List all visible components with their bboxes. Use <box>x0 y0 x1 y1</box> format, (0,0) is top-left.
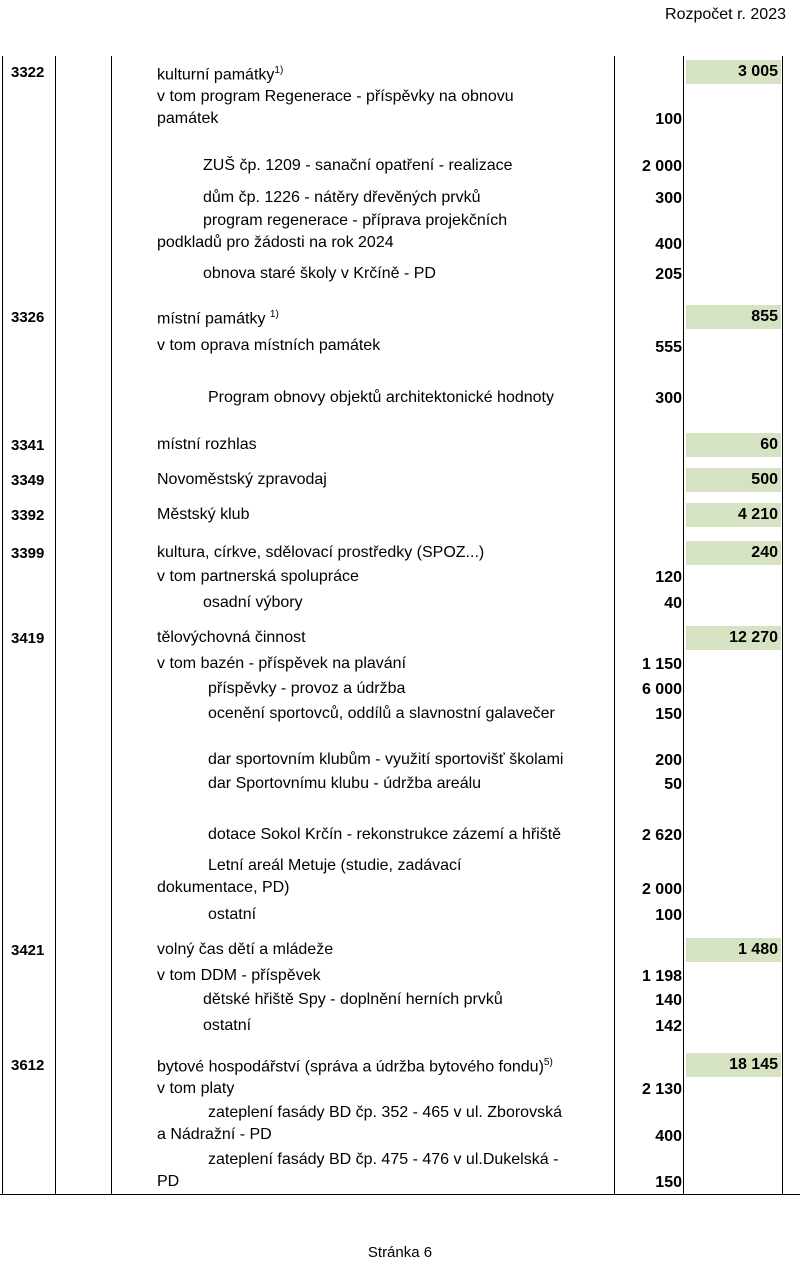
section-code: 3421 <box>11 942 45 959</box>
item-amount: 120 <box>655 569 682 586</box>
section-title: místní rozhlas <box>157 436 257 453</box>
item-amount: 300 <box>655 390 682 407</box>
section-title: Novoměstský zpravodaj <box>157 471 327 488</box>
section-code: 3326 <box>11 309 45 326</box>
item-amount: 400 <box>655 1128 682 1145</box>
item-text: ostatní <box>208 906 257 923</box>
item-text: osadní výbory <box>203 594 303 611</box>
section-title: místní památky 1) <box>157 309 279 328</box>
item-text: dokumentace, PD) <box>157 879 290 896</box>
section-title: bytové hospodářství (správa a údržba byt… <box>157 1057 553 1076</box>
item-amount: 300 <box>655 190 682 207</box>
item-text: podkladů pro žádosti na rok 2024 <box>157 234 394 251</box>
item-text: program regenerace - příprava projekčníc… <box>203 212 508 229</box>
column-rule <box>55 56 56 1195</box>
section-total: 855 <box>686 305 781 329</box>
item-text: zateplení fasády BD čp. 352 - 465 v ul. … <box>208 1104 562 1121</box>
section-code: 3322 <box>11 64 45 81</box>
section-title: volný čas dětí a mládeže <box>157 941 334 958</box>
section-total: 18 145 <box>686 1053 781 1077</box>
section-title: kulturní památky1) <box>157 65 284 84</box>
item-amount: 2 000 <box>641 881 682 898</box>
item-amount: 150 <box>655 706 682 723</box>
section-title: kultura, církve, sdělovací prostředky (S… <box>157 544 485 561</box>
column-rule <box>2 56 3 1195</box>
item-amount: 2 000 <box>641 158 682 175</box>
item-amount: 150 <box>655 1174 682 1191</box>
section-total: 60 <box>686 433 781 457</box>
item-amount: 555 <box>655 339 682 356</box>
section-total: 4 210 <box>686 503 781 527</box>
item-text: dům čp. 1226 - nátěry dřevěných prvků <box>203 189 481 206</box>
item-amount: 6 000 <box>641 681 682 698</box>
section-title: Městský klub <box>157 506 250 523</box>
item-amount: 200 <box>655 752 682 769</box>
item-text: obnova staré školy v Krčíně - PD <box>203 265 436 282</box>
section-total: 3 005 <box>686 60 781 84</box>
item-text: dar Sportovnímu klubu - údržba areálu <box>208 775 482 792</box>
column-rule <box>683 56 684 1195</box>
section-code: 3349 <box>11 472 45 489</box>
section-total: 12 270 <box>686 626 781 650</box>
item-amount: 140 <box>655 992 682 1009</box>
item-amount: 2 130 <box>641 1081 682 1098</box>
column-rule <box>782 56 783 1195</box>
item-amount: 100 <box>655 907 682 924</box>
item-text: a Nádražní - PD <box>157 1126 272 1143</box>
table-bottom-rule <box>0 1194 800 1195</box>
item-text: příspěvky - provoz a údržba <box>208 680 406 697</box>
column-rule <box>614 56 615 1195</box>
section-code: 3341 <box>11 437 45 454</box>
section-code: 3419 <box>11 630 45 647</box>
section-total: 1 480 <box>686 938 781 962</box>
section-code: 3399 <box>11 545 45 562</box>
item-text: v tom partnerská spolupráce <box>157 568 359 585</box>
section-total: 240 <box>686 541 781 565</box>
section-code: 3612 <box>11 1057 45 1074</box>
item-amount: 1 150 <box>641 656 682 673</box>
item-text: v tom DDM - příspěvek <box>157 967 321 984</box>
item-text: ostatní <box>203 1017 252 1034</box>
section-code: 3392 <box>11 507 45 524</box>
item-text: v tom bazén - příspěvek na plavání <box>157 655 407 672</box>
item-text: PD <box>157 1173 180 1190</box>
item-amount: 40 <box>664 595 682 612</box>
page-header: Rozpočet r. 2023 <box>665 6 786 23</box>
item-text: dar sportovním klubům - využití sportovi… <box>208 751 564 768</box>
item-amount: 400 <box>655 236 682 253</box>
item-amount: 100 <box>655 111 682 128</box>
item-amount: 50 <box>664 776 682 793</box>
item-text: Program obnovy objektů architektonické h… <box>208 389 554 406</box>
section-title: tělovýchovná činnost <box>157 629 306 646</box>
item-text: v tom platy <box>157 1080 235 1097</box>
item-amount: 142 <box>655 1018 682 1035</box>
item-text: zateplení fasády BD čp. 475 - 476 v ul.D… <box>208 1151 559 1168</box>
item-text: ZUŠ čp. 1209 - sanační opatření - realiz… <box>203 157 513 174</box>
item-amount: 1 198 <box>641 968 682 985</box>
item-text: dotace Sokol Krčín - rekonstrukce zázemí… <box>208 826 562 843</box>
item-text: památek <box>157 110 219 127</box>
item-text: ocenění sportovců, oddílů a slavnostní g… <box>208 705 555 722</box>
item-amount: 205 <box>655 266 682 283</box>
item-text: v tom oprava místních památek <box>157 337 381 354</box>
page-footer: Stránka 6 <box>367 1244 433 1261</box>
item-text: Letní areál Metuje (studie, zadávací <box>208 857 462 874</box>
column-rule <box>111 56 112 1195</box>
item-amount: 2 620 <box>641 827 682 844</box>
section-total: 500 <box>686 468 781 492</box>
item-text: v tom program Regenerace - příspěvky na … <box>157 88 514 105</box>
item-text: dětské hřiště Spy - doplnění herních prv… <box>203 991 503 1008</box>
